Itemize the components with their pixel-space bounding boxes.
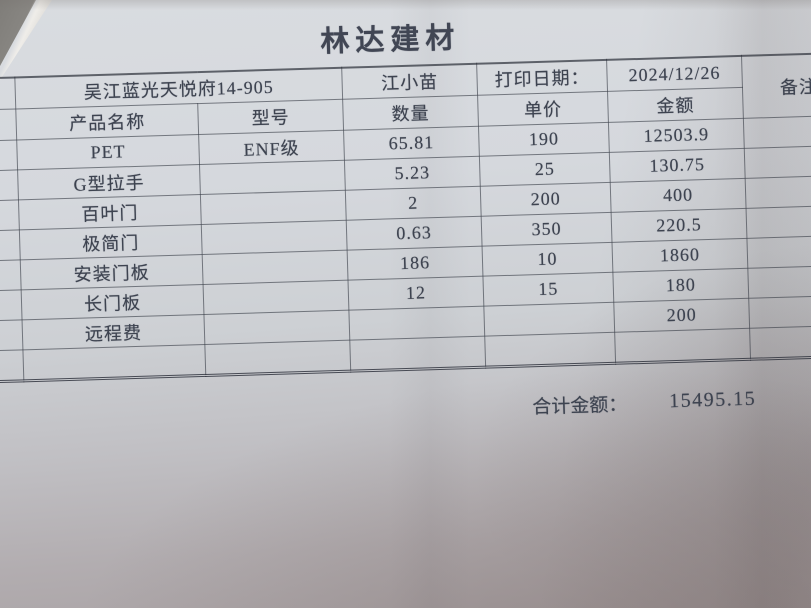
left-cut-cell: [0, 169, 19, 202]
model-cell: [202, 250, 349, 285]
quantity-cell: 12: [348, 276, 484, 311]
model-cell: [203, 280, 349, 315]
model-cell: [200, 190, 347, 225]
left-cut-cell: [0, 259, 22, 292]
model-cell: [204, 340, 351, 376]
quantity-cell: 65.81: [343, 126, 480, 161]
salesperson-cell: 江小苗: [341, 63, 478, 100]
unit-price-cell: [483, 302, 615, 337]
top-edge-shadow: [0, 0, 811, 10]
unit-price-cell: 10: [482, 242, 613, 277]
quantity-cell: 0.63: [346, 216, 483, 251]
remark-cell: [746, 234, 811, 269]
remark-cell: [746, 204, 811, 239]
amount-cell: 130.75: [609, 148, 746, 183]
quantity-cell: 5.23: [344, 156, 481, 191]
quantity-cell: [349, 336, 486, 372]
print-date-cell: 2024/12/26: [606, 55, 743, 92]
col-header-model: 型号: [197, 99, 344, 135]
amount-cell: [614, 328, 751, 364]
printed-receipt: 林达建材 ： 吴江蓝光天悦府14-905 江小苗 打印日期： 2024/12/2…: [0, 7, 811, 434]
quantity-cell: 2: [345, 186, 482, 221]
remark-cell: [749, 324, 811, 360]
model-cell: ENF级: [198, 130, 345, 165]
remark-header-cell: 备注: [741, 52, 811, 119]
amount-cell: 12503.9: [608, 118, 745, 153]
remark-cell: [743, 115, 811, 149]
model-cell: [199, 160, 346, 195]
cut-label-cell: ：: [0, 77, 16, 111]
left-cut-cell: [0, 349, 24, 383]
remark-cell: [748, 294, 811, 329]
left-cut-cell: [0, 229, 21, 262]
col-header-amount: 金额: [607, 87, 744, 123]
unit-price-cell: 200: [480, 182, 612, 217]
left-cut-cell: [0, 139, 18, 172]
left-cut-cell: [0, 199, 20, 232]
left-cut-cell: [0, 289, 23, 322]
receipt-table: ： 吴江蓝光天悦府14-905 江小苗 打印日期： 2024/12/26 备注 …: [0, 51, 811, 384]
quantity-cell: [348, 306, 485, 341]
quantity-cell: 186: [347, 246, 483, 281]
amount-cell: 400: [610, 178, 747, 213]
total-label: 合计金额：: [532, 393, 628, 418]
remark-cell: [747, 264, 811, 299]
amount-cell: 220.5: [611, 208, 747, 243]
unit-price-cell: 25: [479, 152, 611, 187]
unit-price-cell: 15: [482, 272, 614, 307]
amount-cell: 180: [612, 268, 749, 303]
amount-cell: 200: [613, 298, 750, 333]
remark-cell: [745, 175, 811, 209]
unit-price-cell: [484, 332, 616, 368]
total-line: 合计金额： 15495.15: [0, 383, 811, 433]
unit-price-cell: 350: [481, 212, 612, 247]
col-header-quantity: 数量: [342, 95, 479, 131]
left-cut-cell: [0, 319, 23, 352]
model-cell: [203, 310, 350, 345]
amount-cell: 1860: [611, 238, 748, 273]
col-header-unit-price: 单价: [477, 91, 609, 127]
remark-cell: [744, 145, 811, 179]
product-name-cell: [22, 344, 206, 381]
total-value: 15495.15: [668, 387, 757, 412]
unit-price-cell: 190: [478, 122, 610, 157]
model-cell: [201, 220, 348, 255]
left-cut-cell: [0, 108, 17, 142]
print-date-label-cell: 打印日期：: [476, 59, 608, 96]
